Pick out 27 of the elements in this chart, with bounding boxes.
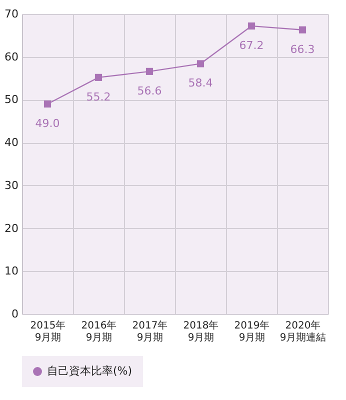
point	[44, 100, 52, 108]
data-label: 49.0	[35, 117, 60, 130]
y-tick-label: 20	[4, 222, 18, 235]
y-tick-label: 30	[4, 178, 18, 192]
x-tick-label: 2020年 9月期連結	[280, 320, 326, 344]
data-label: 56.6	[137, 84, 162, 98]
point	[146, 68, 154, 75]
point	[298, 26, 306, 34]
point	[94, 74, 102, 81]
x-tick-label: 2015年 9月期	[30, 320, 66, 344]
y-tick-label: 0	[12, 308, 18, 320]
y-tick-label: 60	[4, 50, 18, 64]
y-tick-label: 70	[4, 8, 18, 20]
y-tick-label: 10	[4, 264, 18, 278]
data-label: 58.4	[188, 76, 213, 90]
y-tick-label: 50	[4, 93, 18, 106]
data-label: 66.3	[290, 42, 315, 56]
legend-label: 自己資本比率(%)	[47, 364, 132, 378]
point	[248, 22, 256, 30]
data-label: 67.2	[239, 39, 264, 52]
x-tick-label: 2016年 9月期	[81, 320, 117, 344]
x-tick-label: 2017年 9月期	[132, 320, 168, 344]
x-tick-label: 2019年 9月期	[234, 320, 270, 344]
x-tick-label: 2018年 9月期	[183, 320, 219, 344]
y-tick-label: 40	[4, 136, 18, 150]
point	[196, 60, 204, 68]
data-label: 55.2	[86, 90, 111, 104]
